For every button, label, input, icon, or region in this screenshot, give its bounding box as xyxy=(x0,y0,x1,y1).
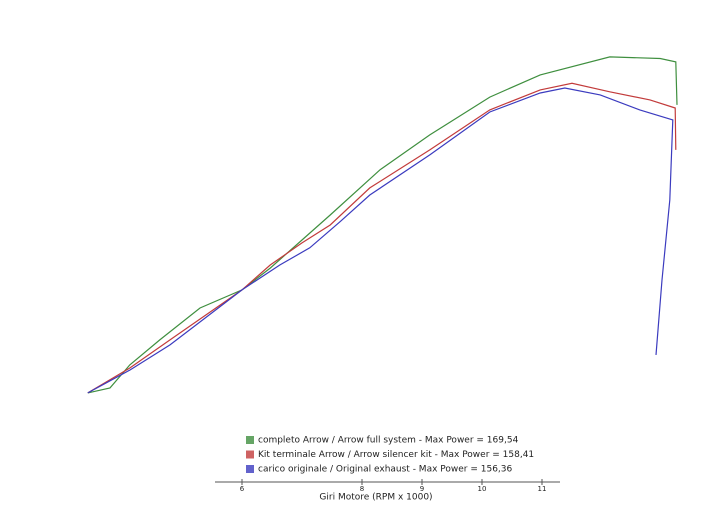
x-tick-label: 11 xyxy=(538,485,547,493)
legend-swatch xyxy=(246,436,254,444)
legend-label: Kit terminale Arrow / Arrow silencer kit… xyxy=(258,450,534,460)
legend-swatch xyxy=(246,450,254,459)
x-tick-label: 10 xyxy=(478,485,487,493)
x-tick-label: 8 xyxy=(360,485,364,493)
series-line xyxy=(87,82,677,394)
series-line xyxy=(87,87,674,394)
legend-swatch xyxy=(246,465,254,473)
x-tick-label: 9 xyxy=(420,485,424,493)
x-tick-label: 6 xyxy=(240,485,245,493)
series-line xyxy=(87,56,678,394)
x-axis-title: Giri Motore (RPM x 1000) xyxy=(319,493,432,503)
legend-label: completo Arrow / Arrow full system - Max… xyxy=(258,436,519,446)
legend-label: carico originale / Original exhaust - Ma… xyxy=(258,465,513,475)
